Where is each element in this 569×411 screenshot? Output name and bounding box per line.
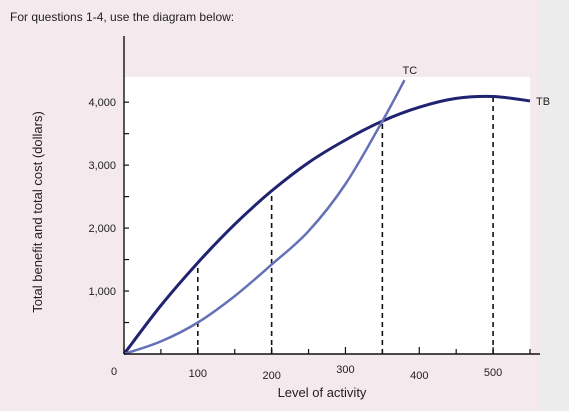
x-axis-label: Level of activity: [278, 385, 367, 400]
series-label-tb: TB: [536, 96, 550, 108]
ticks: [123, 101, 531, 354]
series-tc-line: [123, 79, 406, 356]
x-tick-label: 200: [262, 370, 280, 382]
questions-heading: For questions 1-4, use the diagram below…: [10, 10, 235, 24]
x-tick-label: 0: [111, 366, 117, 378]
series-tb-line: [122, 94, 531, 355]
y-tick-label: 1,000: [88, 286, 116, 298]
right-margin-strip: [540, 0, 569, 411]
y-axis-label: Total benefit and total cost (dollars): [30, 111, 45, 313]
x-tick-label: 100: [189, 368, 207, 380]
tick-labels: 0 100 200 300 400 500 1,000 2,000 3,000 4,000: [88, 97, 502, 382]
reference-lines: [197, 96, 494, 354]
x-tick-label: 500: [484, 367, 502, 379]
series-labels: TB TC: [403, 65, 551, 108]
series-lines: [122, 79, 531, 356]
y-tick-label: 2,000: [88, 223, 116, 235]
x-tick-label: 400: [410, 370, 428, 382]
x-tick-label: 300: [336, 364, 354, 376]
axes: [123, 36, 540, 355]
plot-area: [124, 77, 530, 354]
series-label-tc: TC: [403, 65, 418, 77]
y-tick-label: 3,000: [88, 160, 116, 172]
y-tick-label: 4,000: [88, 97, 116, 109]
